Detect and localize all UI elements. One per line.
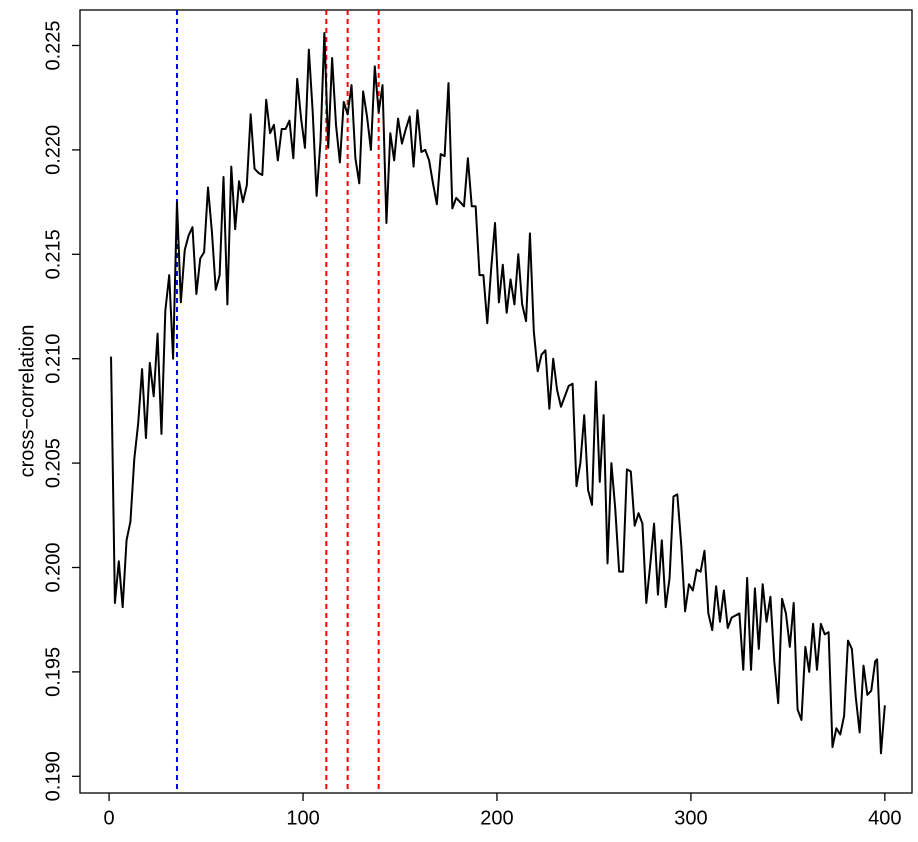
x-tick-label: 0 [104,807,115,829]
y-tick-label: 0.220 [42,125,64,175]
x-tick-label: 200 [480,807,513,829]
y-tick-label: 0.210 [42,334,64,384]
y-axis-label: cross−correlation [16,325,38,478]
x-tick-label: 100 [286,807,319,829]
y-tick-label: 0.225 [42,20,64,70]
plot-frame [79,9,913,794]
data-line [110,31,886,755]
y-tick-label: 0.200 [42,542,64,592]
y-tick-label: 0.190 [42,751,64,801]
x-tick-label: 400 [868,807,901,829]
y-tick-label: 0.205 [42,438,64,488]
x-tick-label: 300 [674,807,707,829]
y-tick-label: 0.195 [42,647,64,697]
y-tick-label: 0.215 [42,229,64,279]
